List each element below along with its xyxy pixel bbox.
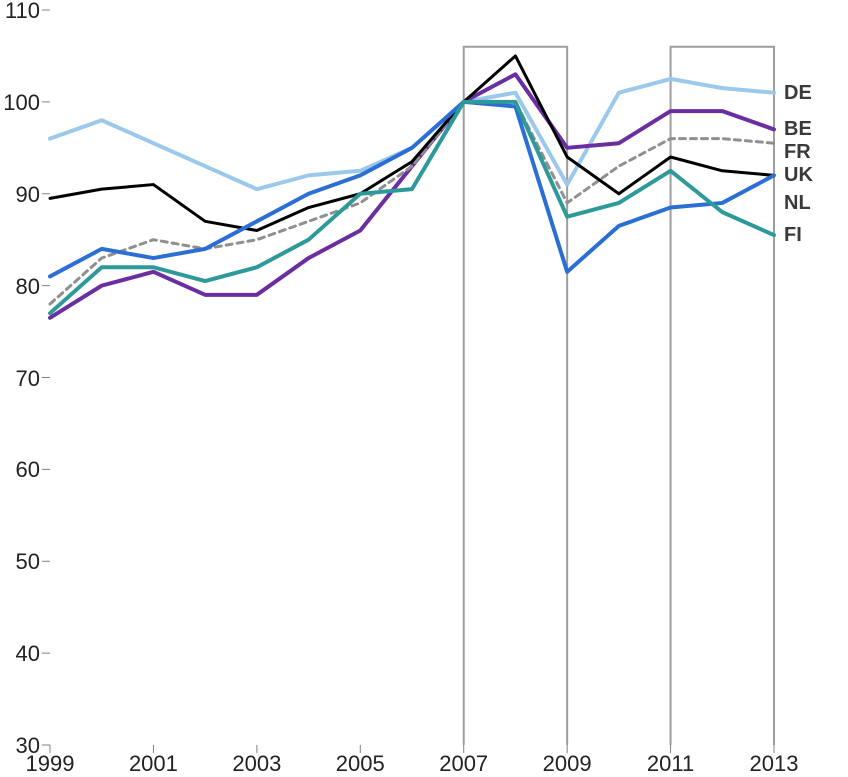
x-axis-label: 2003 <box>227 751 287 777</box>
y-axis-label: 70 <box>16 366 40 392</box>
y-axis-label: 90 <box>16 182 40 208</box>
y-axis-label: 100 <box>3 90 40 116</box>
y-axis-label: 110 <box>5 0 40 24</box>
x-axis-label: 2005 <box>330 751 390 777</box>
x-axis-label: 2001 <box>123 751 183 777</box>
series-label-uk: UK <box>784 164 813 187</box>
y-axis-label: 40 <box>16 641 40 667</box>
series-label-nl: NL <box>784 192 811 215</box>
line-chart <box>0 0 848 777</box>
x-axis-label: 2013 <box>744 751 804 777</box>
x-axis-label: 2007 <box>434 751 494 777</box>
x-axis-label: 2011 <box>641 751 701 777</box>
series-label-fi: FI <box>784 224 802 247</box>
x-axis-label: 1999 <box>20 751 80 777</box>
y-axis-label: 50 <box>16 549 40 575</box>
y-axis-label: 80 <box>16 274 40 300</box>
y-axis-label: 60 <box>16 457 40 483</box>
x-axis-label: 2009 <box>537 751 597 777</box>
series-label-fr: FR <box>784 141 811 164</box>
series-label-de: DE <box>784 82 812 105</box>
series-label-be: BE <box>784 118 812 141</box>
